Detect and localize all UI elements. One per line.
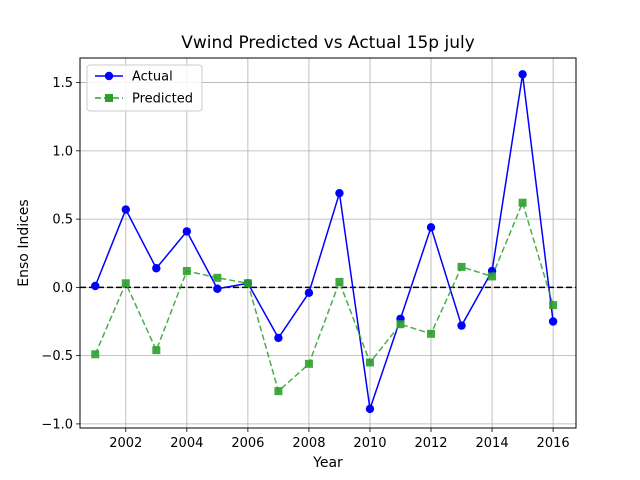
- predicted-point: [304, 359, 313, 368]
- y-tick-label: 1.5: [52, 76, 73, 91]
- x-tick-label: 2002: [109, 436, 142, 451]
- series-actual: [91, 70, 558, 414]
- predicted-point: [518, 198, 527, 207]
- plot-frame: [79, 57, 577, 429]
- x-axis-title: Year: [312, 455, 343, 471]
- predicted-point: [152, 346, 161, 355]
- actual-point: [518, 70, 527, 79]
- actual-point: [91, 281, 100, 291]
- predicted-point: [335, 277, 344, 286]
- y-axis-title: Enso Indices: [16, 199, 32, 286]
- series-predicted: [91, 198, 558, 396]
- y-tick-label: 0.0: [52, 281, 73, 296]
- actual-point: [121, 205, 130, 214]
- predicted-point: [91, 350, 100, 359]
- axis-ticks: 2002 2004 2006 2008 2010 2012 2014 2016 −1.0 −0.5…: [41, 76, 569, 451]
- legend-marker-predicted: [105, 94, 113, 102]
- predicted-line: [94, 200, 554, 393]
- actual-point: [426, 223, 436, 232]
- x-tick-label: 2016: [537, 436, 570, 451]
- predicted-point: [457, 262, 466, 271]
- x-tick-label: 2014: [476, 436, 509, 451]
- legend-marker-actual: [104, 71, 114, 81]
- legend: Actual Predicted: [86, 64, 203, 112]
- legend-label-actual: Actual: [132, 70, 173, 85]
- actual-point: [274, 333, 283, 343]
- actual-point: [152, 264, 161, 273]
- predicted-point: [213, 273, 222, 282]
- x-tick-label: 2010: [353, 436, 386, 451]
- predicted-point: [488, 272, 497, 281]
- series-group: [91, 70, 558, 414]
- y-tick-label: −0.5: [41, 349, 73, 364]
- actual-line: [94, 74, 554, 410]
- x-tick-label: 2006: [231, 436, 264, 451]
- predicted-point: [365, 358, 374, 367]
- actual-point: [335, 188, 344, 198]
- predicted-point: [121, 279, 130, 288]
- predicted-point: [274, 387, 283, 396]
- actual-point: [548, 317, 558, 326]
- y-tick-label: −1.0: [41, 417, 73, 432]
- x-tick-label: 2008: [292, 436, 325, 451]
- legend-label-predicted: Predicted: [132, 92, 193, 107]
- actual-point: [182, 227, 192, 236]
- actual-point: [304, 288, 314, 298]
- actual-point: [213, 284, 222, 293]
- predicted-point: [549, 301, 558, 310]
- chart-title: Vwind Predicted vs Actual 15p july: [181, 33, 475, 53]
- y-tick-label: 0.5: [52, 213, 73, 228]
- actual-point: [457, 321, 466, 330]
- actual-point: [365, 404, 375, 414]
- predicted-point: [243, 279, 252, 288]
- predicted-point: [182, 266, 191, 275]
- predicted-point: [396, 320, 405, 329]
- x-tick-label: 2012: [414, 436, 447, 451]
- predicted-point: [427, 329, 436, 338]
- x-tick-label: 2004: [170, 436, 203, 451]
- y-tick-label: 1.0: [52, 144, 73, 159]
